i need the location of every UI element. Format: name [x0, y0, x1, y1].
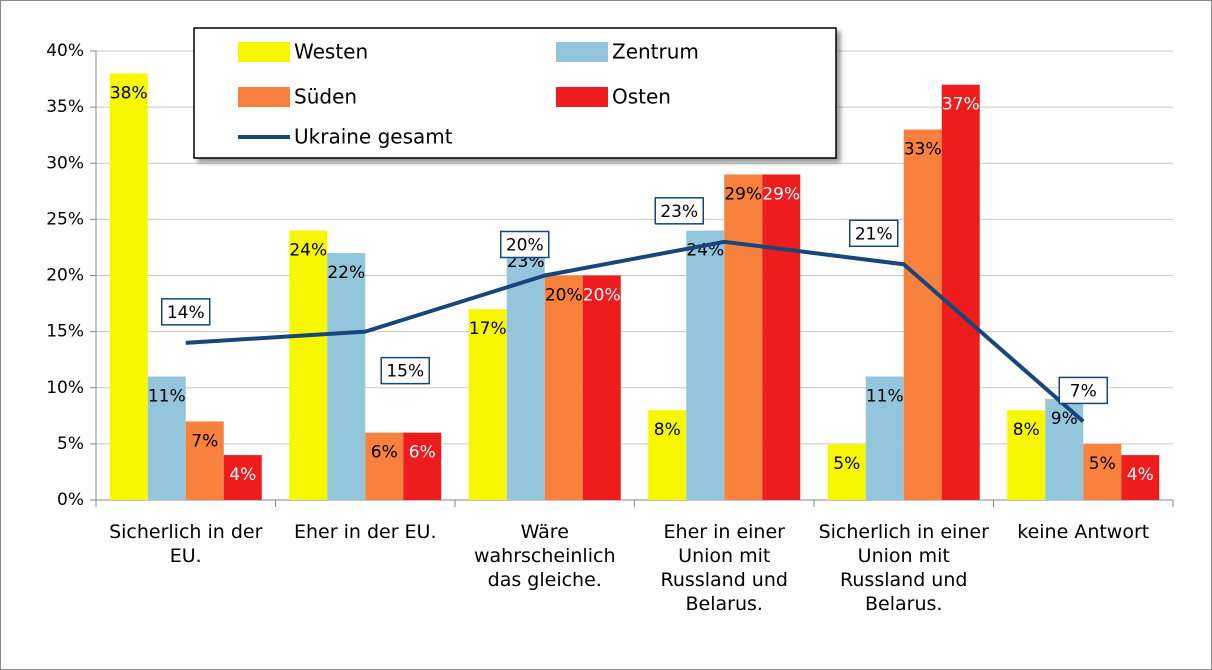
bar [185, 421, 224, 500]
data-label-box [849, 219, 899, 248]
bar [724, 174, 763, 500]
legend-label: Westen [294, 40, 368, 64]
bar [147, 376, 186, 500]
bar [582, 275, 621, 500]
bar [109, 73, 148, 500]
bar [1121, 455, 1160, 500]
y-tick-label: 30% [46, 153, 84, 173]
data-label: 4% [1127, 465, 1154, 485]
legend-label: Zentrum [612, 40, 699, 64]
bar [865, 376, 904, 500]
bar [941, 84, 980, 501]
data-label: 29% [724, 184, 762, 204]
data-label: 9% [1051, 409, 1078, 429]
data-label: 23% [660, 202, 698, 222]
y-tick-label: 40% [46, 41, 84, 61]
y-tick-label: 10% [46, 378, 84, 398]
bar [468, 309, 507, 500]
y-tick-label: 15% [46, 322, 84, 342]
data-label: 24% [289, 241, 327, 261]
bar [762, 174, 801, 500]
bar [365, 432, 404, 500]
data-label: 7% [1070, 381, 1097, 401]
x-tick-label: Wäre wahrscheinlich das gleiche. [474, 521, 616, 591]
y-tick-label: 20% [46, 266, 84, 286]
y-tick-label: 0% [57, 490, 84, 510]
bar [403, 432, 442, 500]
bar [1083, 443, 1122, 500]
data-label: 5% [833, 454, 860, 474]
y-tick-label: 25% [46, 209, 84, 229]
legend-label: Ukraine gesamt [294, 125, 453, 149]
legend-swatch [556, 42, 608, 62]
x-tick-label: Sicherlich in der EU. [109, 521, 263, 567]
data-label-box [500, 230, 550, 259]
data-label: 11% [148, 387, 186, 407]
legend-box [193, 27, 837, 159]
data-label: 6% [409, 443, 436, 463]
data-label: 8% [1013, 420, 1040, 440]
bar [1007, 410, 1046, 500]
bar [903, 129, 942, 500]
data-label: 6% [371, 443, 398, 463]
bar [648, 410, 687, 500]
bar [686, 230, 725, 500]
bar [327, 253, 366, 500]
x-tick-label: Eher in einer Union mit Russland und Bel… [660, 521, 788, 615]
data-label: 7% [191, 431, 218, 451]
bar [289, 230, 328, 500]
bar [544, 275, 583, 500]
data-label: 20% [583, 286, 621, 306]
data-label: 15% [386, 362, 424, 382]
data-label-box [380, 356, 430, 385]
data-label: 17% [469, 319, 507, 339]
data-label: 22% [327, 263, 365, 283]
legend-swatch [556, 87, 608, 107]
data-label: 29% [762, 184, 800, 204]
y-tick-label: 5% [57, 434, 84, 454]
bar [827, 443, 866, 500]
legend-label: Süden [294, 85, 357, 109]
legend-swatch [238, 42, 290, 62]
data-label: 21% [855, 224, 893, 244]
data-label: 38% [110, 83, 148, 103]
data-label: 11% [866, 387, 904, 407]
bar [223, 455, 262, 500]
legend-label: Osten [612, 85, 671, 109]
data-label: 20% [506, 236, 544, 256]
data-label: 20% [545, 286, 583, 306]
data-label: 33% [904, 140, 942, 160]
x-tick-label: Sicherlich in einer Union mit Russland u… [818, 521, 989, 615]
data-label: 8% [654, 420, 681, 440]
data-label: 4% [229, 465, 256, 485]
x-tick-label: keine Antwort [1017, 521, 1150, 543]
data-label: 14% [167, 303, 205, 323]
x-tick-label: Eher in der EU. [294, 521, 437, 543]
data-label: 5% [1089, 454, 1116, 474]
legend-swatch [238, 87, 290, 107]
y-tick-label: 35% [46, 97, 84, 117]
line [185, 239, 1085, 423]
data-label-box [654, 197, 704, 225]
data-label: 37% [942, 95, 980, 115]
data-label-box [1058, 376, 1108, 405]
data-label-box [161, 298, 211, 326]
